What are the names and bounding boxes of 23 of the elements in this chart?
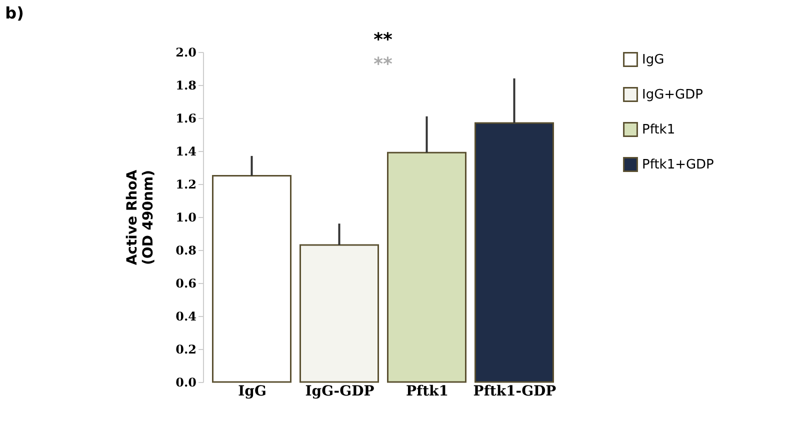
y-tick-label: 0.2 — [176, 342, 196, 356]
annotation: ** — [374, 54, 393, 76]
y-tick-label: 1.0 — [176, 210, 196, 224]
text: b) — [5, 3, 24, 22]
y-tick-label: 1.4 — [176, 144, 196, 158]
x-tick-label: IgG — [238, 384, 266, 400]
y-tick-label: 1.6 — [176, 112, 196, 126]
x-tick-label: Pftk1-GDP — [473, 384, 557, 400]
text: ** — [374, 29, 393, 50]
y-tick-label: 2.0 — [176, 46, 196, 60]
legend-label: Pftk1 — [642, 122, 676, 138]
y-tick-label: 1.8 — [176, 78, 196, 92]
y-tick-label: 0.8 — [176, 244, 196, 258]
x-tick-label: Pftk1 — [406, 384, 448, 400]
legend-label: Pftk1+GDP — [642, 158, 714, 172]
y-tick-label: 0.6 — [176, 276, 196, 290]
x-tick-label: IgG-GDP — [305, 384, 375, 400]
y-tick-label: 0.4 — [176, 310, 196, 324]
legend-label: IgG+GDP — [642, 88, 704, 102]
legend-label: IgG — [642, 52, 664, 68]
y-tick-label: 1.2 — [176, 178, 196, 192]
y-axis-title: Active RhoA (OD 490nm) — [124, 170, 157, 266]
y-tick-label: 0.0 — [176, 376, 196, 390]
